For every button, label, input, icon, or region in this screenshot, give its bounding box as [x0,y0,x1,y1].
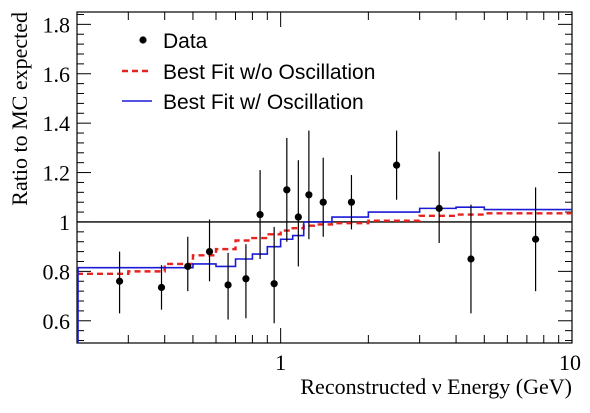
legend-label: Data [163,30,208,53]
chart-frame-group [76,11,573,344]
x-axis-title: Reconstructed ν Energy (GeV) [300,374,572,399]
data-point [319,198,327,206]
data-point [392,161,401,169]
plot-frame [76,11,573,344]
data-point [294,213,302,221]
series-oscillation-line [77,206,572,269]
data-point [270,280,278,288]
data-point [435,204,443,212]
y-tick-label: 1 [59,210,70,235]
y-tick-label: 1.6 [43,62,71,87]
x-tick-label: 1 [275,350,286,375]
data-point [531,235,540,243]
legend-marker-data [139,36,147,44]
legend-label: Best Fit w/ Oscillation [163,91,364,114]
data-point [347,198,356,206]
data-point [256,210,264,219]
y-tick-label: 0.8 [43,259,71,284]
data-point [157,283,166,292]
y-axis-title: Ratio to MC expected [7,12,32,206]
data-point [467,255,475,263]
data-point [224,281,232,289]
legend-label: Best Fit w/o Oscillation [163,61,375,84]
data-point [242,275,250,283]
data-point [205,248,214,256]
data-point [184,262,192,271]
data-point [305,191,313,199]
series-group [77,130,572,343]
y-tick-label: 1.8 [43,12,71,37]
y-tick-label: 1.2 [43,161,71,186]
y-tick-label: 1.4 [43,111,71,136]
data-point [283,186,291,194]
y-tick-label: 0.6 [43,309,71,334]
axis-ticks-group: 0.6 0.8 1 1.2 1.4 1.6 1.8 1 10 [43,12,581,375]
legend: Data Best Fit w/o Oscillation Best Fit w/ … [122,30,375,114]
data-point [115,277,124,285]
x-tick-label: 10 [559,350,581,375]
